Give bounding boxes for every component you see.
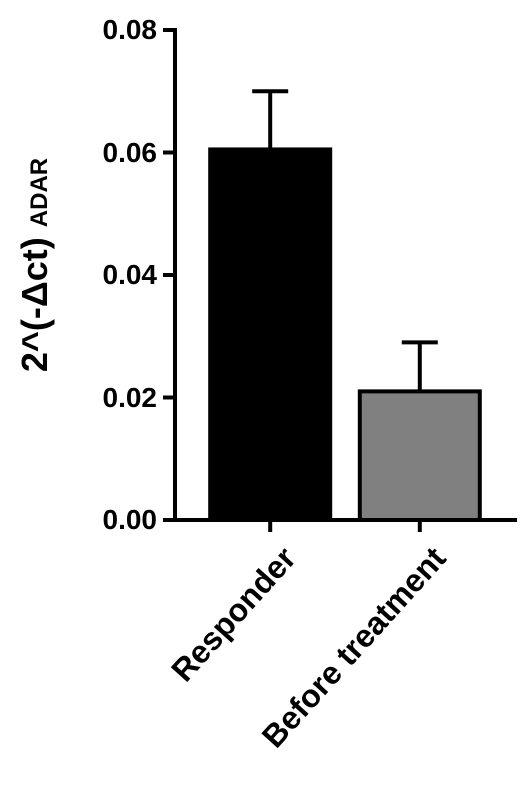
y-axis-label-main: 2^(-Δct) [14,227,55,372]
y-tick-label: 0.02 [103,382,158,414]
y-tick-label: 0.06 [103,137,158,169]
y-axis-label-sub: ADAR [26,158,53,227]
x-tick-label: Responder [164,540,303,689]
x-tick-labels: ResponderBefore treatment [0,530,527,800]
y-tick-label: 0.04 [103,259,158,291]
y-tick-label: 0.08 [103,14,158,46]
bar-chart: 2^(-Δct) ADAR 0.000.020.040.060.08 Respo… [0,0,527,800]
y-axis-label: 2^(-Δct) ADAR [0,0,70,530]
